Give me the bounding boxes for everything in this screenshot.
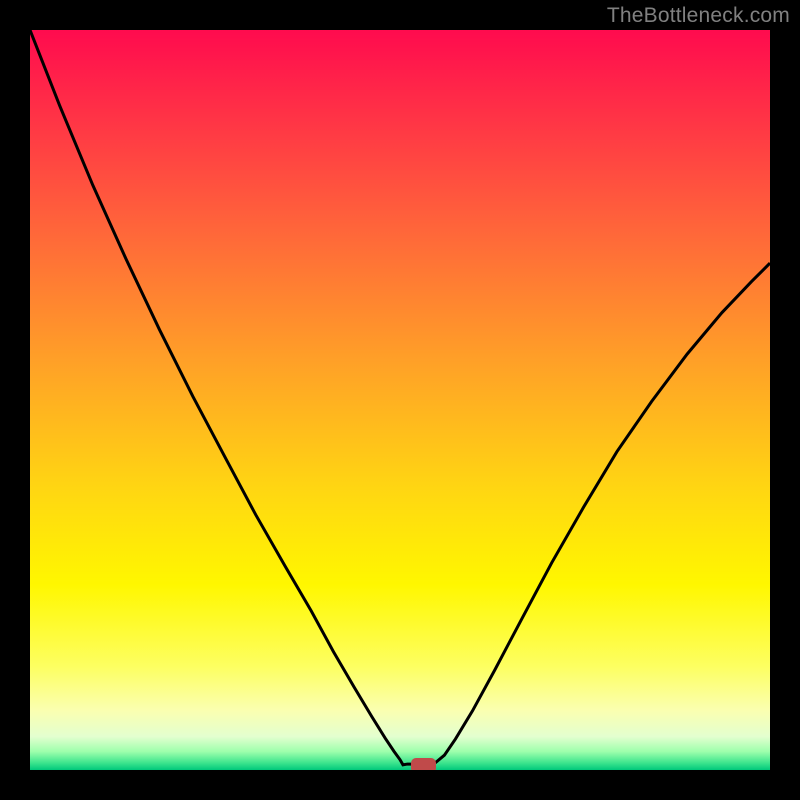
chart-frame: TheBottleneck.com: [0, 0, 800, 800]
bottleneck-curve: [30, 30, 770, 770]
gradient-background: [30, 30, 770, 770]
optimal-point-marker: [411, 758, 436, 770]
curve-path: [30, 30, 770, 765]
watermark-text: TheBottleneck.com: [607, 4, 790, 28]
plot-area: [30, 30, 770, 770]
